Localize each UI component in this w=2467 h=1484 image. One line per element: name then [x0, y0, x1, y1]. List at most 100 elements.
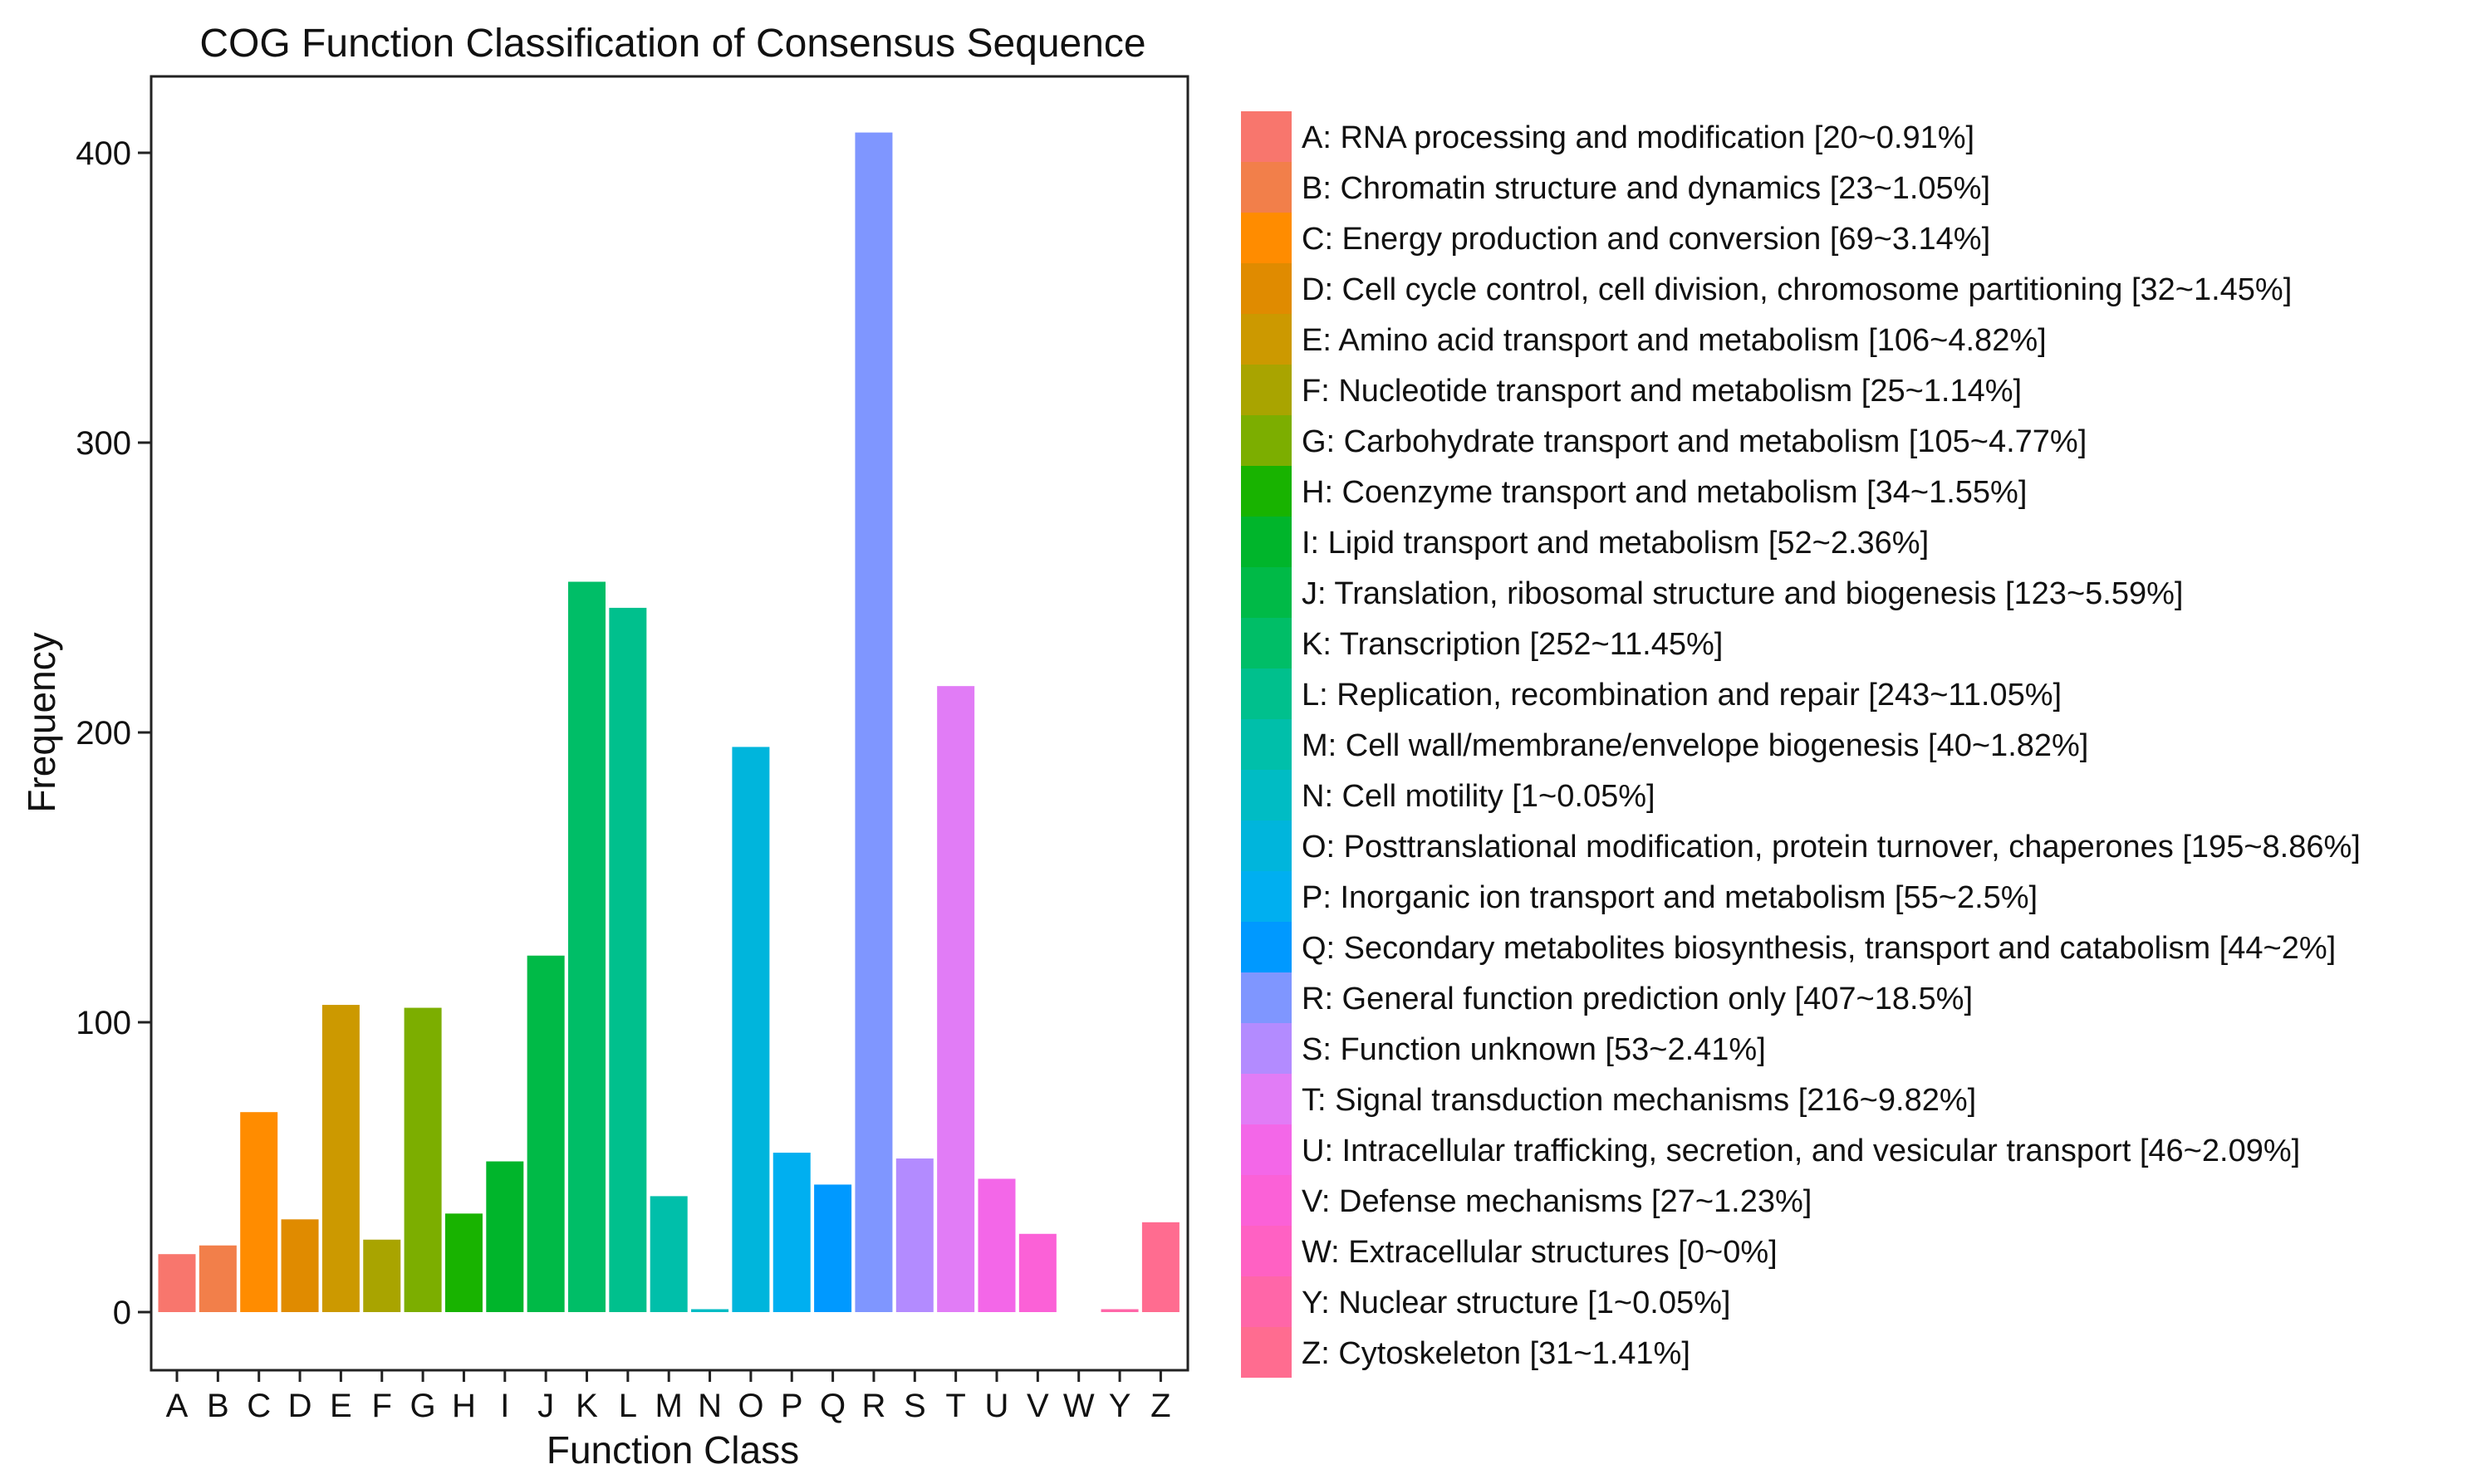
x-tick-label-k: K [576, 1388, 598, 1424]
x-tick-label-v: V [1027, 1388, 1049, 1424]
legend-swatch-b [1241, 162, 1292, 213]
legend-label-o: O: Posttranslational modification, prote… [1302, 830, 2361, 864]
legend-swatch-d [1241, 263, 1292, 314]
legend-label-z: Z: Cytoskeleton [31~1.41%] [1302, 1336, 1690, 1371]
y-axis: 0 100 200 300 400 [76, 135, 151, 1331]
bar-p [772, 1153, 811, 1312]
legend-swatch-l [1241, 669, 1292, 719]
x-tick-label-n: N [698, 1388, 722, 1424]
y-tick-label: 0 [113, 1295, 131, 1331]
legend-swatch-w [1241, 1226, 1292, 1276]
bar-h [444, 1213, 483, 1312]
x-tick-label-j: J [537, 1388, 554, 1424]
legend-label-p: P: Inorganic ion transport and metabolis… [1302, 880, 2038, 915]
bar-t [937, 686, 975, 1312]
legend-swatch-y [1241, 1276, 1292, 1327]
bar-n [691, 1309, 729, 1312]
legend-label-i: I: Lipid transport and metabolism [52~2.… [1302, 526, 1929, 561]
x-tick-label-y: Y [1109, 1388, 1131, 1424]
plot-frame [150, 75, 1189, 1372]
x-tick-label-s: S [904, 1388, 926, 1424]
legend-swatch-g [1241, 415, 1292, 466]
x-tick-label-h: H [452, 1388, 476, 1424]
bar-s [895, 1158, 934, 1312]
legend-swatch-e [1241, 314, 1292, 365]
bar-k [568, 581, 606, 1312]
legend-label-l: L: Replication, recombination and repair… [1302, 678, 2062, 713]
legend-label-v: V: Defense mechanisms [27~1.23%] [1302, 1184, 1812, 1219]
x-tick-label-m: M [655, 1388, 683, 1424]
legend: A: RNA processing and modification [20~0… [1241, 111, 2361, 1378]
legend-label-d: D: Cell cycle control, cell division, ch… [1302, 272, 2292, 307]
bar-b [199, 1245, 237, 1312]
legend-label-w: W: Extracellular structures [0~0%] [1302, 1235, 1778, 1270]
legend-label-s: S: Function unknown [53~2.41%] [1302, 1032, 1766, 1067]
legend-swatch-p [1241, 871, 1292, 922]
legend-swatch-r [1241, 972, 1292, 1023]
x-tick-label-t: T [945, 1388, 965, 1424]
legend-swatch-h [1241, 466, 1292, 517]
y-tick-label: 100 [76, 1005, 131, 1041]
y-tick-label: 400 [76, 135, 131, 172]
chart-title: COG Function Classification of Consensus… [199, 22, 1145, 66]
x-tick-label-d: D [288, 1388, 312, 1424]
y-tick-label: 200 [76, 715, 131, 752]
x-tick-label-w: W [1063, 1388, 1095, 1424]
bar-a [158, 1254, 196, 1312]
legend-swatch-u [1241, 1124, 1292, 1175]
legend-swatch-j [1241, 567, 1292, 618]
legend-swatch-m [1241, 719, 1292, 770]
legend-swatch-s [1241, 1023, 1292, 1074]
bar-u [978, 1178, 1016, 1312]
legend-label-e: E: Amino acid transport and metabolism [… [1302, 323, 2047, 358]
legend-label-b: B: Chromatin structure and dynamics [23~… [1302, 171, 1990, 206]
bar-r [855, 132, 893, 1312]
bar-i [486, 1161, 524, 1312]
legend-label-h: H: Coenzyme transport and metabolism [34… [1302, 475, 2027, 510]
bar-l [609, 607, 647, 1312]
bar-z [1141, 1222, 1180, 1312]
legend-swatch-f [1241, 365, 1292, 415]
x-tick-label-u: U [985, 1388, 1009, 1424]
y-tick-label: 300 [76, 425, 131, 462]
y-axis-label: Frequency [20, 632, 63, 812]
x-tick-label-a: A [166, 1388, 189, 1424]
bar-e [321, 1005, 360, 1312]
legend-swatch-c [1241, 213, 1292, 263]
legend-swatch-z [1241, 1327, 1292, 1378]
x-tick-label-i: I [500, 1388, 509, 1424]
x-tick-label-g: G [410, 1388, 436, 1424]
x-tick-label-c: C [247, 1388, 271, 1424]
legend-label-k: K: Transcription [252~11.45%] [1302, 627, 1723, 662]
legend-label-f: F: Nucleotide transport and metabolism [… [1302, 374, 2022, 409]
x-tick-label-r: R [862, 1388, 886, 1424]
bar-g [404, 1007, 442, 1312]
bar-v [1018, 1233, 1057, 1312]
legend-swatch-a [1241, 111, 1292, 162]
x-tick-label-l: L [619, 1388, 637, 1424]
x-tick-label-e: E [330, 1388, 352, 1424]
x-axis-label: Function Class [547, 1428, 799, 1472]
bar-c [240, 1112, 278, 1312]
legend-label-a: A: RNA processing and modification [20~0… [1302, 120, 1974, 155]
legend-swatch-q [1241, 922, 1292, 972]
legend-label-m: M: Cell wall/membrane/envelope biogenesi… [1302, 728, 2088, 763]
bar-f [363, 1239, 401, 1312]
x-tick-label-b: B [207, 1388, 229, 1424]
legend-label-c: C: Energy production and conversion [69~… [1302, 222, 1990, 257]
legend-swatch-i [1241, 517, 1292, 567]
legend-label-u: U: Intracellular trafficking, secretion,… [1302, 1134, 2300, 1168]
legend-label-q: Q: Secondary metabolites biosynthesis, t… [1302, 931, 2336, 966]
bar-q [814, 1184, 852, 1312]
legend-swatch-n [1241, 770, 1292, 820]
legend-label-g: G: Carbohydrate transport and metabolism… [1302, 424, 2087, 459]
legend-swatch-k [1241, 618, 1292, 669]
bar-m [650, 1196, 688, 1312]
legend-label-n: N: Cell motility [1~0.05%] [1302, 779, 1655, 814]
x-tick-label-o: O [738, 1388, 763, 1424]
legend-swatch-t [1241, 1074, 1292, 1124]
legend-swatch-v [1241, 1175, 1292, 1226]
x-tick-label-q: Q [820, 1388, 846, 1424]
x-tick-label-z: Z [1150, 1388, 1170, 1424]
